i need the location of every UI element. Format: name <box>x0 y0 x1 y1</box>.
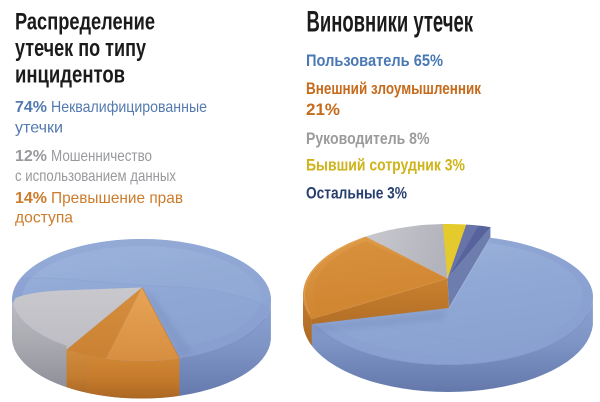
svg-text:Бывший сотрудник 3%: Бывший сотрудник 3% <box>306 156 465 175</box>
svg-text:инцидентов: инцидентов <box>15 62 125 89</box>
svg-text:Распределение: Распределение <box>15 9 155 36</box>
svg-text:Неквалифицированные: Неквалифицированные <box>51 99 207 116</box>
svg-text:Пользователь 65%: Пользователь 65% <box>306 51 443 70</box>
svg-text:Остальные 3%: Остальные 3% <box>306 184 407 203</box>
svg-text:доступа: доступа <box>15 210 73 227</box>
svg-text:с использованием данных: с использованием данных <box>15 168 176 185</box>
svg-text:Руководитель 8%: Руководитель 8% <box>306 129 430 148</box>
svg-text:12%: 12% <box>15 148 47 165</box>
svg-text:утечек по типу: утечек по типу <box>15 35 146 62</box>
svg-text:74%: 74% <box>15 99 47 116</box>
svg-text:Мошенничество: Мошенничество <box>51 148 152 165</box>
svg-text:Внешний злоумышленник: Внешний злоумышленник <box>306 79 481 98</box>
svg-text:Виновники утечек: Виновники утечек <box>307 6 474 39</box>
svg-text:утечки: утечки <box>15 120 63 137</box>
svg-text:Превышение прав: Превышение прав <box>51 190 183 207</box>
svg-text:14%: 14% <box>15 190 47 207</box>
svg-text:21%: 21% <box>306 100 340 119</box>
